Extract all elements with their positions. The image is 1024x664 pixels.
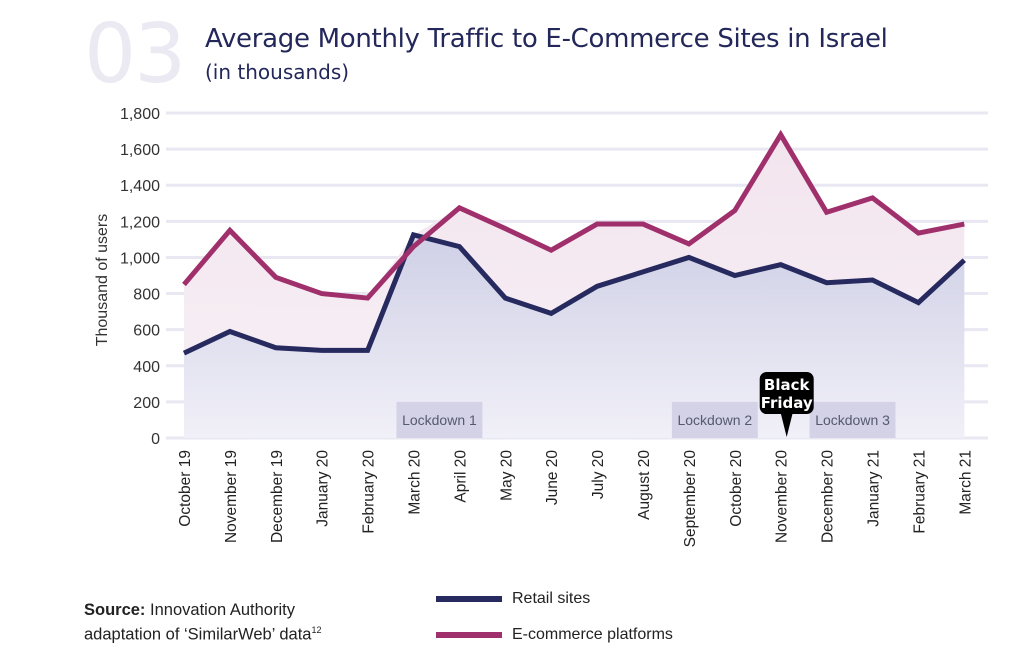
x-tick-label: January 21 [866,450,883,527]
x-tick-label: June 20 [544,450,561,506]
source-note: Source: Innovation Authority adaptation … [84,600,321,645]
y-tick-label: 800 [133,287,160,304]
lockdown-band [671,401,758,438]
y-tick-label: 1,800 [120,106,160,123]
x-tick-label: February 20 [361,450,378,534]
x-tick-label: July 20 [590,450,607,499]
retail-line [182,231,966,356]
lockdown-label: Lockdown 1 [402,412,477,428]
source-text-2: adaptation of ‘SimilarWeb’ data [84,625,312,644]
x-tick-label: March 20 [407,450,424,515]
x-tick-label: December 19 [269,450,286,543]
lockdown-label: Lockdown 3 [815,412,890,428]
y-tick-label: 600 [133,323,160,340]
x-tick-label: January 20 [315,450,332,527]
y-tick-label: 200 [133,395,160,412]
source-footnote: 12 [311,625,322,635]
y-tick-label: 400 [133,359,160,376]
callout-label: Black [764,376,811,394]
callout-pointer [780,413,793,437]
y-tick-label: 1,400 [120,178,160,195]
x-tick-label: February 21 [911,450,928,534]
x-tick-label: April 20 [452,450,469,503]
lockdown-label: Lockdown 2 [677,412,752,428]
x-axis-ticks: October 19 November 19 December 19 January … [177,450,974,548]
x-tick-label: October 19 [177,450,194,527]
legend-swatch-ecommerce [436,632,502,638]
x-tick-label: October 20 [728,450,745,527]
legend-item-retail: Retail sites [436,590,590,608]
lockdown-band [396,401,483,438]
chart-number: 03 [84,7,186,102]
y-axis-ticks: 0 200 400 600 800 1,000 1,200 1,400 1,600 1,800 [120,106,160,448]
y-tick-label: 0 [151,431,160,448]
lockdown-band [809,401,896,438]
legend-item-ecommerce: E-commerce platforms [436,626,673,644]
chart-title: Average Monthly Traffic to E-Commerce Si… [205,24,888,54]
source-text-1: Innovation Authority [150,601,295,619]
legend-swatch-retail [436,596,502,602]
legend-label-retail: Retail sites [512,590,591,607]
chart-subtitle: (in thousands) [205,60,350,84]
callout-box [759,372,814,414]
source-label: Source: [84,601,146,619]
y-axis-label: Thousand of users [94,214,111,347]
lockdown-bands: Lockdown 1 Lockdown 2 Lockdown 3 [396,401,896,438]
callout-label: Friday [761,394,813,412]
x-tick-label: November 19 [223,450,240,543]
y-tick-label: 1,200 [120,214,160,231]
x-tick-label: December 20 [820,450,837,543]
x-tick-label: November 20 [774,450,791,543]
x-tick-label: May 20 [498,450,515,501]
y-tick-label: 1,000 [120,250,160,267]
x-tick-label: March 21 [957,450,974,515]
y-tick-label: 1,600 [120,142,160,159]
x-tick-label: September 20 [682,450,699,548]
x-tick-label: August 20 [636,450,653,520]
legend-label-ecommerce: E-commerce platforms [512,626,673,643]
series-lines [182,129,966,356]
ecommerce-line [182,129,965,301]
